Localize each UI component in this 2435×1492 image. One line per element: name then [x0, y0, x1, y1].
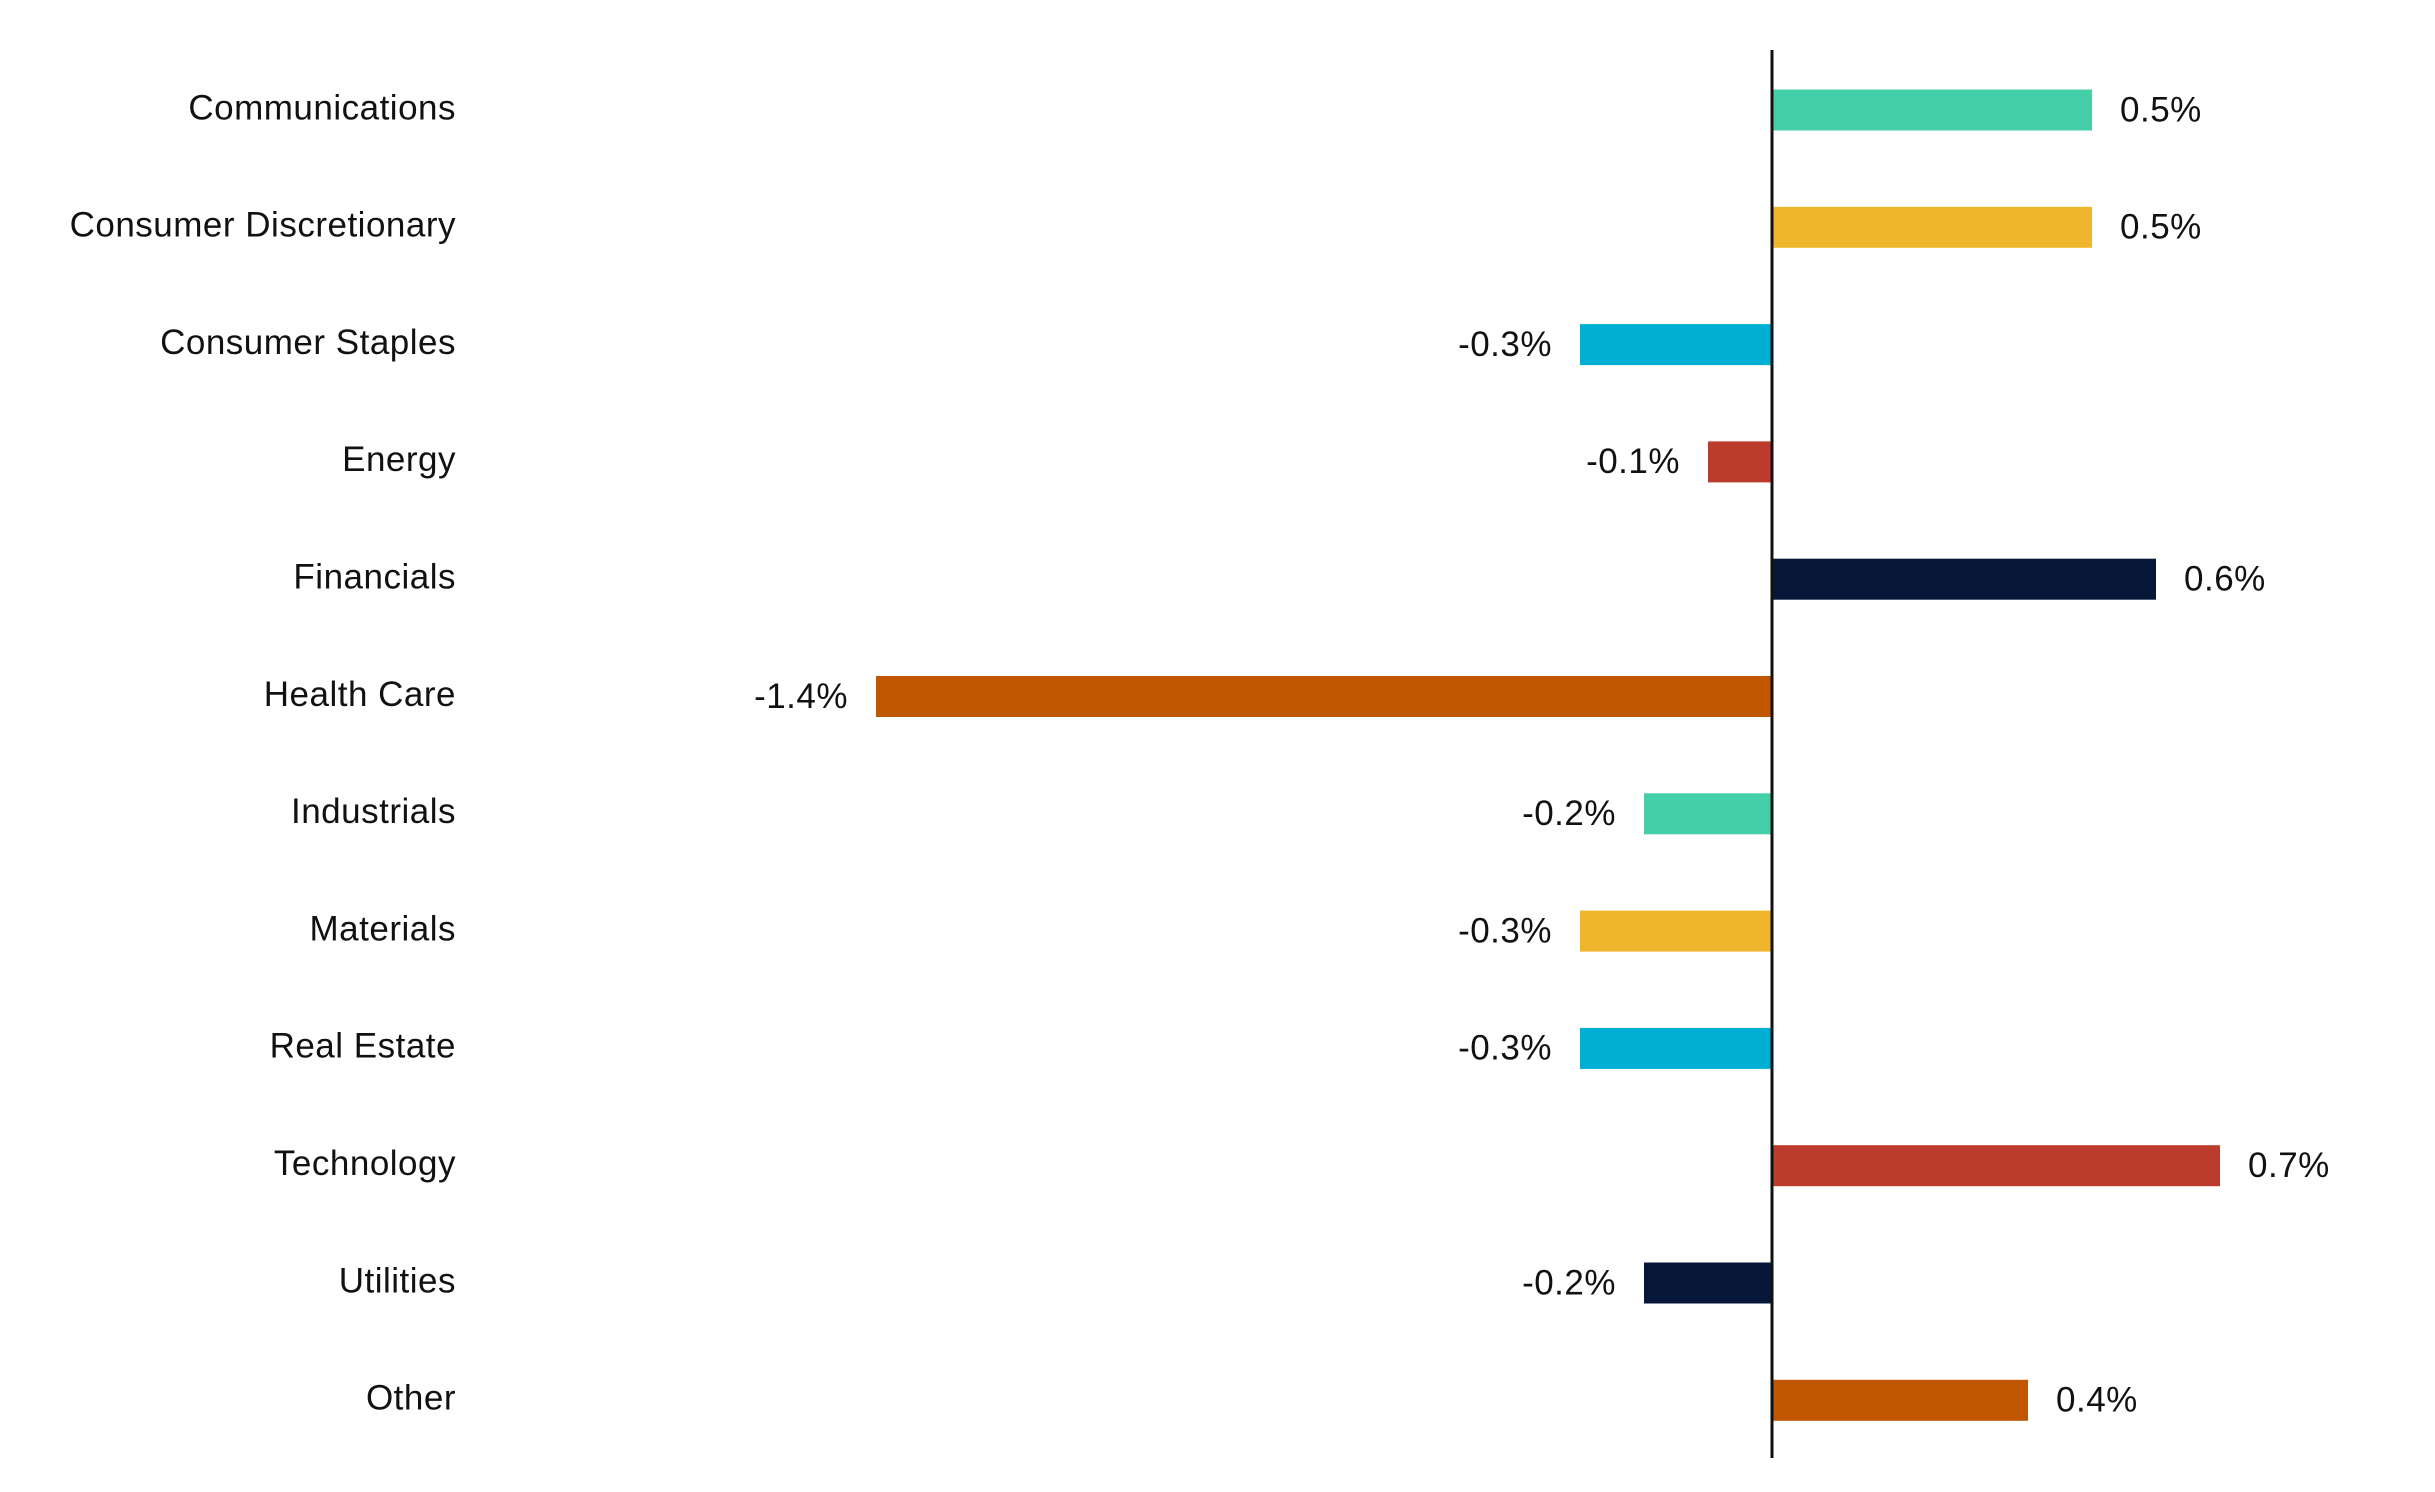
category-label: Materials — [310, 909, 456, 948]
bar — [876, 676, 1772, 717]
category-label: Real Estate — [270, 1027, 456, 1066]
category-label: Energy — [342, 440, 456, 479]
data-label: -0.3% — [1458, 325, 1552, 364]
category-label: Health Care — [264, 675, 456, 714]
bar — [1772, 206, 2092, 248]
bar — [1580, 324, 1772, 366]
category-label: Industrials — [291, 792, 456, 831]
data-label: -0.1% — [1586, 442, 1680, 481]
bar — [1708, 441, 1772, 483]
data-label: -0.3% — [1458, 1029, 1552, 1068]
bar — [1772, 89, 2092, 131]
data-label: -0.3% — [1458, 911, 1552, 950]
category-label: Utilities — [339, 1261, 456, 1300]
data-label: 0.6% — [2184, 559, 2266, 598]
data-label: 0.5% — [2120, 90, 2202, 129]
bar — [1772, 1145, 2220, 1187]
category-label: Financials — [293, 557, 456, 596]
category-label: Communications — [188, 88, 456, 127]
category-label: Other — [366, 1379, 456, 1418]
bar — [1580, 1027, 1772, 1069]
data-label: 0.4% — [2056, 1381, 2138, 1420]
bar — [1644, 793, 1772, 835]
category-label: Consumer Discretionary — [70, 206, 456, 245]
category-label: Consumer Staples — [160, 323, 456, 362]
data-label: 0.7% — [2248, 1146, 2330, 1185]
data-label: -0.2% — [1522, 1263, 1616, 1302]
bar — [1772, 558, 2156, 600]
data-label: 0.5% — [2120, 208, 2202, 247]
bar — [1580, 910, 1772, 952]
category-label: Technology — [274, 1144, 456, 1183]
bar — [1644, 1262, 1772, 1304]
data-label: -0.2% — [1522, 794, 1616, 833]
data-label: -1.4% — [754, 677, 848, 716]
bar — [1772, 1379, 2028, 1421]
